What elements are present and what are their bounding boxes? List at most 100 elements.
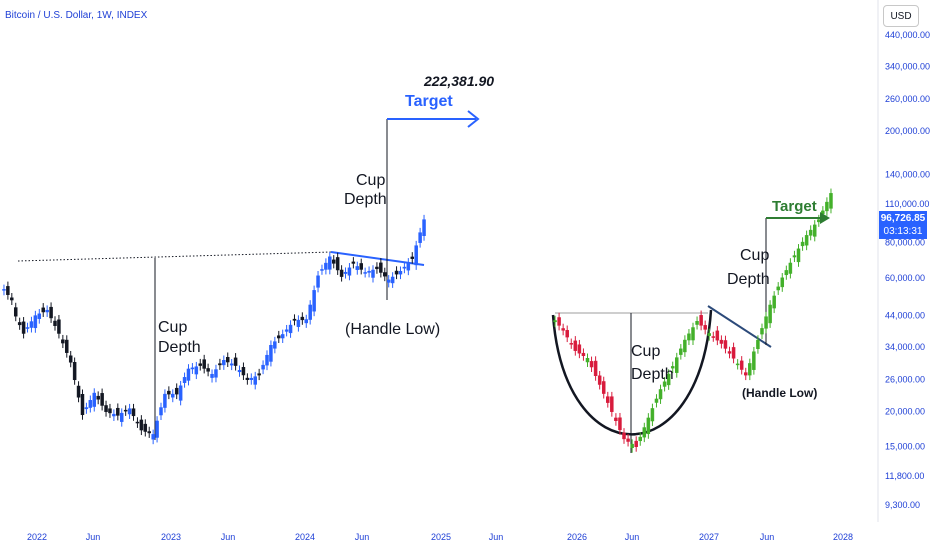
- candle-body: [92, 392, 97, 407]
- candle-body: [760, 328, 764, 335]
- candle-body: [630, 443, 634, 449]
- candle-body: [650, 408, 655, 422]
- price-tick-label: 9,300.00: [885, 500, 920, 510]
- current-price-badge: 96,726.85 03:13:31: [879, 211, 927, 239]
- candle-body: [277, 335, 281, 339]
- candle-body: [764, 316, 768, 329]
- candle-body: [320, 269, 324, 271]
- time-axis: 2022 Jun 2023 Jun 2024 Jun 2025 Jun 2026 Jun 2027 J…: [27, 532, 853, 542]
- candle-body: [21, 321, 26, 334]
- candle-body: [214, 369, 218, 378]
- bar-countdown: 03:13:31: [883, 226, 923, 237]
- candle-body: [800, 241, 805, 247]
- price-tick-label: 26,000.00: [885, 375, 925, 385]
- candle-body: [198, 363, 203, 366]
- target-label-right: Target: [772, 198, 817, 215]
- candle-body: [324, 262, 328, 270]
- candle-body: [386, 279, 391, 283]
- candle-body: [76, 385, 81, 398]
- candle-body: [784, 270, 789, 276]
- candle-body: [2, 289, 6, 291]
- candle-body: [808, 229, 813, 236]
- price-tick-label: 15,000.00: [885, 442, 925, 452]
- candle-body: [241, 367, 246, 376]
- candle-body: [825, 201, 829, 212]
- target-depth-label-right-2: Depth: [727, 271, 770, 288]
- candle-body: [17, 322, 22, 326]
- candle-body: [780, 277, 785, 288]
- candle-body: [206, 368, 210, 372]
- candle-body: [606, 396, 610, 403]
- candle-body: [557, 317, 561, 326]
- candle-body: [159, 407, 163, 416]
- time-tick-label: Jun: [86, 532, 101, 542]
- candle-body: [666, 373, 671, 386]
- candle-body: [731, 347, 736, 359]
- target-depth-label-right-1: Cup: [740, 247, 769, 264]
- candle-body: [112, 413, 116, 417]
- candle-body: [642, 427, 647, 438]
- target-depth-label-left-2: Depth: [344, 191, 387, 208]
- target-arrow-head-left: [467, 110, 480, 128]
- candle-body: [6, 286, 10, 295]
- target-label-left: Target: [405, 93, 453, 110]
- time-tick-label: 2027: [699, 532, 719, 542]
- time-tick-label: 2022: [27, 532, 47, 542]
- time-tick-label: Jun: [355, 532, 370, 542]
- candle-body: [210, 373, 214, 378]
- candle-body: [174, 387, 179, 395]
- time-tick-label: 2024: [295, 532, 315, 542]
- candle-body: [96, 395, 100, 400]
- candle-body: [25, 327, 30, 329]
- candle-body: [670, 366, 675, 369]
- candle-body: [711, 336, 716, 338]
- candle-body: [699, 315, 703, 326]
- price-tick-label: 60,000.00: [885, 273, 925, 283]
- candle-body: [292, 318, 297, 321]
- time-tick-label: 2023: [161, 532, 181, 542]
- candle-body: [194, 366, 199, 375]
- candle-body: [379, 262, 383, 273]
- price-tick-label: 140,000.00: [885, 170, 930, 180]
- candle-body: [222, 360, 226, 366]
- candle-body: [257, 373, 261, 376]
- candle-body: [410, 256, 415, 259]
- candle-body: [383, 272, 387, 277]
- candle-body: [171, 393, 175, 398]
- candle-body: [331, 259, 336, 264]
- candle-body: [312, 290, 316, 312]
- candle-body: [288, 324, 293, 334]
- price-tick-label: 440,000.00: [885, 30, 930, 40]
- candle-body: [147, 431, 151, 434]
- candle-body: [53, 320, 57, 326]
- candle-body: [328, 256, 332, 270]
- candle-body: [284, 329, 289, 332]
- candle-body: [715, 330, 720, 341]
- candle-body: [601, 381, 606, 394]
- candle-body: [218, 363, 222, 366]
- target-arrow-head-right: [820, 212, 830, 224]
- candle-body: [597, 375, 602, 385]
- current-price-value: 96,726.85: [880, 213, 926, 224]
- candle-body: [739, 360, 744, 370]
- cup-depth-label-left-1: Cup: [158, 319, 187, 336]
- candle-body: [253, 376, 257, 385]
- candle-body: [821, 210, 825, 214]
- candle-body: [65, 339, 69, 353]
- candle-body: [229, 363, 234, 366]
- candle-body: [316, 275, 320, 288]
- candle-body: [569, 343, 574, 345]
- time-tick-label: Jun: [760, 532, 775, 542]
- currency-button[interactable]: USD: [883, 5, 919, 27]
- candle-body: [163, 393, 167, 408]
- candle-body: [792, 255, 797, 258]
- candle-body: [675, 357, 679, 373]
- candle-body: [261, 364, 265, 370]
- candle-body: [143, 423, 148, 432]
- candle-body: [695, 321, 699, 325]
- candle-body: [68, 355, 73, 363]
- candle-body: [33, 315, 38, 329]
- candle-body: [61, 339, 65, 344]
- candle-body: [414, 245, 418, 266]
